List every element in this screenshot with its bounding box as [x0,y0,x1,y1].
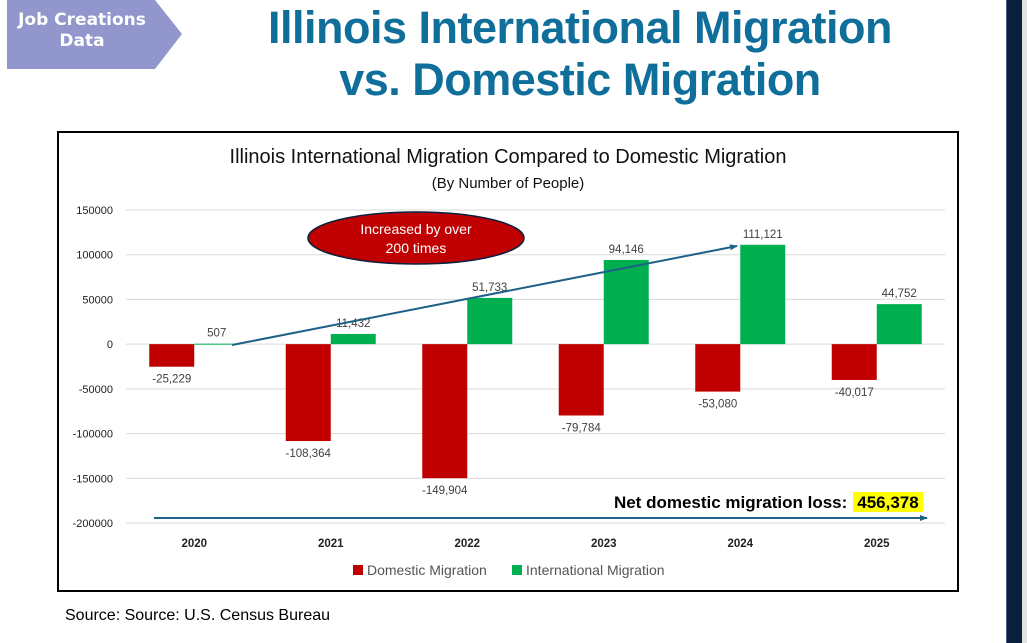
bars [149,244,922,479]
label-domestic-2020: -25,229 [152,374,191,386]
y-axis: 150000 100000 50000 0 -50000 -100000 -150000 -2… [73,205,113,530]
gridlines [126,209,945,524]
net-value-highlight [853,492,923,512]
y-tick-label: 100000 [76,250,113,262]
callout-line1: Increased by over [360,221,472,237]
chart-container: Illinois International Migration Compare… [57,131,959,592]
section-badge: Job Creations Data [7,0,182,69]
y-tick-label: -100000 [73,429,113,441]
bar-international-2021 [330,333,376,345]
page-title-line1: Illinois International Migration [267,2,893,53]
x-tick-label: 2022 [454,538,480,550]
badge-label-line1: Job Creations [18,10,146,30]
legend-swatch-domestic [353,565,363,575]
x-tick-label: 2020 [181,538,207,550]
page-title-line2: vs. Domestic Migration [339,54,821,105]
net-loss-annotation: Net domestic migration loss: 456,378 [614,492,923,512]
bar-domestic-2025 [831,344,877,380]
window-edge [1022,0,1027,643]
y-tick-label: -200000 [73,518,113,530]
data-labels: -25,229 507 -108,364 11,432 -149,904 51,733 -7… [152,229,917,497]
label-domestic-2023: -79,784 [562,422,602,434]
x-tick-label: 2023 [591,538,617,550]
y-tick-label: -50000 [79,384,113,396]
bar-domestic-2022 [422,344,468,479]
net-loss-label: Net domestic migration loss: [614,493,852,512]
badge-label-line2: Data [59,31,105,51]
bar-domestic-2021 [285,344,331,442]
label-domestic-2025: -40,017 [835,387,874,399]
y-tick-label: 150000 [76,205,113,217]
legend-label-domestic: Domestic Migration [367,562,487,578]
label-international-2024: 111,121 [743,229,783,241]
y-tick-label: 0 [107,339,113,351]
legend-label-international: International Migration [526,562,665,578]
chart-title: Illinois International Migration Compare… [230,146,787,168]
bar-domestic-2024 [695,344,741,392]
label-domestic-2024: -53,080 [698,399,737,411]
badge-arrow-shape [7,0,182,69]
source-note: Source: Source: U.S. Census Bureau [65,607,331,624]
chart-subtitle: (By Number of People) [432,175,585,192]
y-tick-label: -150000 [73,473,113,485]
x-axis: 2020 2021 2022 2023 2024 2025 [181,538,890,550]
bar-domestic-2023 [558,344,604,416]
bar-international-2023 [603,259,649,345]
page-title: Illinois International Migration vs. Dom… [200,2,960,106]
trend-arrow [231,244,738,346]
slide-edge-bar [1006,0,1023,643]
migration-chart: Illinois International Migration Compare… [73,146,945,578]
label-international-2021: 11,432 [336,318,370,330]
x-tick-label: 2021 [318,538,344,550]
legend-swatch-international [512,565,522,575]
callout-oval: Increased by over 200 times [307,211,525,265]
bar-domestic-2020 [149,344,195,367]
net-loss-value: 456,378 [857,493,918,512]
callout-ellipse-shape [307,211,525,265]
label-domestic-2022: -149,904 [422,485,468,497]
bar-international-2025 [876,304,922,345]
label-domestic-2021: -108,364 [286,448,332,460]
badge-label: Job Creations Data [7,10,157,52]
x-tick-label: 2025 [864,538,890,550]
callout-line2: 200 times [386,240,447,256]
bar-international-2024 [740,244,786,345]
label-international-2020: 507 [207,328,226,340]
chart-legend: Domestic Migration International Migrati… [353,562,665,578]
label-international-2025: 44,752 [882,288,917,300]
x-tick-label: 2024 [727,538,753,550]
label-international-2022: 51,733 [472,282,507,294]
y-tick-label: 50000 [82,294,113,306]
bar-international-2022 [467,297,513,345]
bar-international-2020 [194,343,240,345]
label-international-2023: 94,146 [609,244,644,256]
